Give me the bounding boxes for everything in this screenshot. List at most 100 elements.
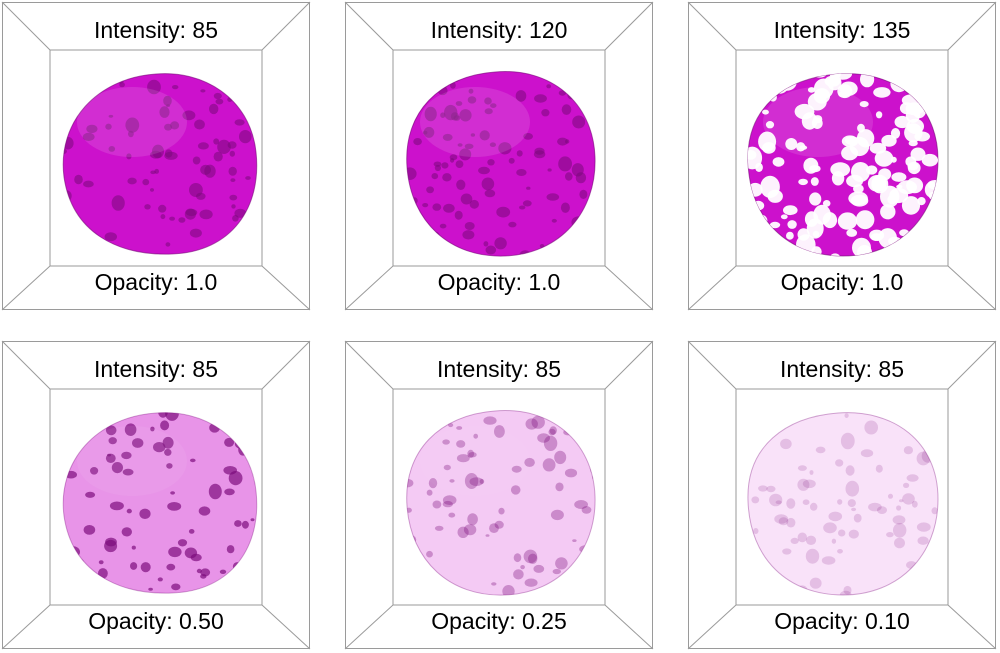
surface-pit	[805, 535, 817, 545]
surface-pit	[848, 529, 859, 539]
surface-pit	[434, 525, 444, 531]
surface-pit	[875, 111, 883, 119]
surface-pit	[933, 461, 938, 474]
surface-pit	[558, 156, 572, 172]
surface-pit	[484, 189, 496, 198]
surface-pit	[853, 184, 864, 194]
surface-pit	[822, 200, 831, 207]
surface-pit	[874, 150, 894, 167]
surface-pit	[790, 537, 799, 544]
surface-pit	[747, 203, 758, 212]
surface-pit	[935, 77, 938, 88]
surface-pit	[758, 131, 777, 152]
surface-pit	[416, 214, 421, 218]
bounding-box-frame	[1, 1, 311, 311]
surface-pit	[543, 435, 558, 451]
surface-pit	[199, 209, 213, 220]
surface-pit	[567, 233, 580, 243]
surface-pit	[224, 488, 235, 496]
surface-pit	[84, 99, 89, 103]
surface-pit	[588, 105, 596, 115]
surface-pit	[74, 449, 79, 453]
surface-pit	[534, 94, 547, 103]
surface-pit	[234, 119, 245, 126]
surface-pit	[479, 479, 485, 484]
surface-pit	[198, 506, 211, 516]
surface-pit	[775, 500, 782, 505]
surface-pit	[810, 177, 819, 186]
surface-pit	[906, 177, 924, 194]
surface-pit	[523, 549, 538, 564]
surface-pit	[221, 250, 230, 255]
surface-pit	[82, 570, 91, 578]
surface-pit	[753, 528, 759, 534]
surface-pit	[200, 574, 207, 579]
surface-pit	[511, 465, 522, 473]
surface-pit	[555, 76, 564, 86]
surface-pit	[82, 433, 90, 441]
surface-pit	[590, 444, 596, 457]
surface-pit	[232, 562, 242, 572]
surface-pit	[591, 209, 596, 214]
surface-pit	[846, 228, 858, 237]
surface-pit	[822, 212, 838, 229]
surface-pit	[470, 133, 476, 137]
surface-pit	[856, 129, 875, 148]
surface-pit	[485, 245, 497, 255]
surface-pit	[901, 196, 921, 215]
surface-pit	[835, 459, 844, 467]
surface-pit	[761, 426, 771, 436]
surface-pit	[406, 79, 412, 84]
surface-pit	[830, 162, 851, 177]
surface-pit	[859, 101, 869, 108]
surface-pit	[747, 182, 763, 197]
surface-pit	[860, 73, 875, 88]
surface-pit	[406, 89, 412, 99]
surface-highlight	[420, 426, 530, 496]
surface-pit	[798, 178, 808, 186]
surface-pit	[147, 79, 161, 95]
surface-pit	[848, 191, 868, 206]
surface-pit	[919, 430, 928, 436]
surface-pit	[168, 546, 182, 558]
surface-pit	[450, 112, 459, 121]
surface-pit	[782, 548, 792, 555]
surface-pit	[774, 514, 789, 524]
surface-pit	[158, 204, 167, 213]
surface-pit	[809, 577, 822, 589]
surface-pit	[908, 140, 918, 147]
surface-pit	[892, 515, 906, 525]
surface-pit	[541, 109, 550, 117]
surface-pit	[890, 156, 897, 163]
surface-pit	[778, 517, 789, 526]
surface-pit	[406, 417, 411, 421]
surface-pit	[755, 221, 763, 230]
surface-pit	[554, 450, 567, 465]
surface-pit	[780, 214, 788, 220]
surface-pit	[890, 127, 901, 139]
surface-pit	[930, 108, 937, 115]
surface-pit	[166, 563, 176, 571]
surface-pit	[450, 71, 462, 82]
surface-pit	[519, 205, 526, 210]
surface-pit	[748, 445, 759, 458]
surface-pit	[83, 525, 96, 535]
surface-pit	[239, 130, 252, 144]
surface-pit	[86, 124, 98, 134]
surface-pit	[431, 173, 439, 180]
surface-pit	[929, 565, 938, 577]
surface-pit	[443, 464, 451, 471]
surface-pit	[99, 412, 113, 426]
surface-pit	[546, 193, 560, 201]
surface-pit	[457, 526, 469, 538]
surface-pit	[456, 454, 470, 463]
render-panel-5: Intensity: 85 Opacity: 0.25	[344, 340, 654, 650]
surface-pit	[812, 230, 820, 238]
surface-pit	[766, 485, 776, 493]
surface-pit	[555, 557, 568, 570]
surface-pit	[437, 251, 446, 257]
surface-pit	[162, 436, 174, 449]
surface-pit	[483, 416, 497, 425]
surface-pit	[904, 73, 917, 81]
surface-pit	[237, 77, 244, 83]
